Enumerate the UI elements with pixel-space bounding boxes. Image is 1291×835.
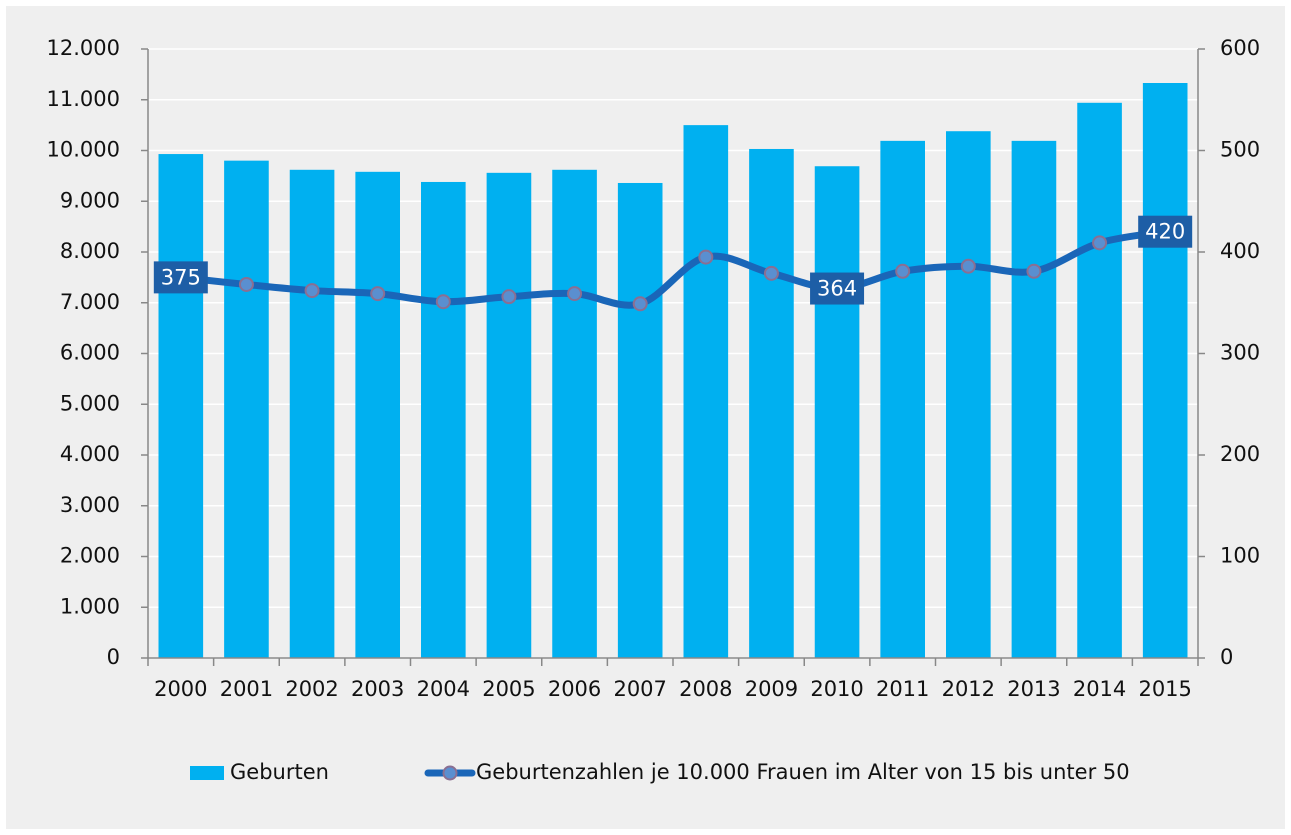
y-tick-label: 10.000 bbox=[47, 138, 120, 162]
y-tick-label: 1.000 bbox=[60, 594, 120, 618]
bar bbox=[421, 181, 466, 658]
x-tick-label: 2004 bbox=[417, 677, 470, 701]
x-tick-label: 2002 bbox=[285, 677, 338, 701]
x-tick-label: 2014 bbox=[1073, 677, 1126, 701]
x-tick-label: 2001 bbox=[220, 677, 273, 701]
y-tick-label: 3.000 bbox=[60, 493, 120, 517]
x-tick-label: 2012 bbox=[942, 677, 995, 701]
x-tick-label: 2011 bbox=[876, 677, 929, 701]
line-marker bbox=[501, 289, 517, 305]
bar bbox=[617, 182, 663, 659]
data-label-box bbox=[153, 261, 208, 294]
bar bbox=[1077, 102, 1122, 659]
x-tick-label: 2000 bbox=[154, 677, 207, 701]
line bbox=[180, 228, 1166, 309]
line-marker bbox=[238, 276, 254, 292]
line-marker bbox=[698, 249, 714, 265]
y2-tick-label: 400 bbox=[1220, 239, 1260, 263]
y2-tick-label: 500 bbox=[1220, 138, 1260, 162]
line-marker bbox=[1026, 263, 1042, 279]
y-tick-label: 2.000 bbox=[60, 544, 120, 568]
line-marker bbox=[895, 263, 911, 279]
line-marker bbox=[960, 258, 976, 274]
x-tick-label: 2003 bbox=[351, 677, 404, 701]
line-marker bbox=[1092, 235, 1108, 251]
bar bbox=[289, 169, 335, 658]
data-label-box bbox=[1138, 215, 1193, 248]
y-tick-label: 6.000 bbox=[60, 341, 120, 365]
x-tick-label: 2005 bbox=[482, 677, 535, 701]
bar bbox=[814, 166, 860, 659]
data-label-box bbox=[810, 272, 865, 305]
x-tick-label: 2007 bbox=[613, 677, 666, 701]
y2-tick-label: 200 bbox=[1220, 442, 1260, 466]
legend-marker bbox=[442, 765, 458, 781]
data-label: 420 bbox=[1145, 220, 1185, 244]
y-tick-label: 7.000 bbox=[60, 290, 120, 314]
legend-swatch bbox=[190, 766, 224, 780]
bar bbox=[1142, 83, 1188, 658]
line-marker bbox=[567, 286, 583, 302]
y-tick-label: 5.000 bbox=[60, 391, 120, 415]
bar bbox=[486, 172, 532, 658]
data-label: 375 bbox=[161, 265, 201, 289]
bar bbox=[880, 140, 925, 659]
bar bbox=[224, 160, 269, 658]
y-tick-label: 8.000 bbox=[60, 239, 120, 263]
line-marker bbox=[370, 286, 386, 302]
y-tick-label: 11.000 bbox=[47, 87, 120, 111]
line-marker bbox=[632, 296, 648, 312]
y2-tick-label: 100 bbox=[1220, 544, 1260, 568]
bar bbox=[946, 131, 991, 659]
y2-tick-label: 300 bbox=[1220, 341, 1260, 365]
line-marker bbox=[435, 294, 451, 310]
legend-label: Geburtenzahlen je 10.000 Frauen im Alter… bbox=[476, 760, 1130, 784]
x-tick-label: 2010 bbox=[810, 677, 863, 701]
y-tick-label: 9.000 bbox=[60, 188, 120, 212]
bar bbox=[158, 154, 204, 659]
y-tick-label: 0 bbox=[107, 645, 120, 669]
y2-tick-label: 600 bbox=[1220, 36, 1260, 60]
x-tick-label: 2008 bbox=[679, 677, 732, 701]
y-tick-label: 12.000 bbox=[47, 36, 120, 60]
bar bbox=[355, 171, 400, 658]
bar bbox=[749, 148, 794, 659]
data-label: 364 bbox=[817, 277, 857, 301]
y2-tick-label: 0 bbox=[1220, 645, 1233, 669]
x-tick-label: 2015 bbox=[1138, 677, 1191, 701]
y-tick-label: 4.000 bbox=[60, 442, 120, 466]
line-marker bbox=[304, 283, 320, 299]
x-tick-label: 2006 bbox=[548, 677, 601, 701]
x-tick-label: 2009 bbox=[745, 677, 798, 701]
legend-label: Geburten bbox=[230, 760, 329, 784]
line-marker bbox=[763, 265, 779, 281]
x-tick-label: 2013 bbox=[1007, 677, 1060, 701]
bar bbox=[552, 169, 597, 658]
bar bbox=[683, 125, 729, 658]
bar bbox=[1011, 140, 1057, 659]
